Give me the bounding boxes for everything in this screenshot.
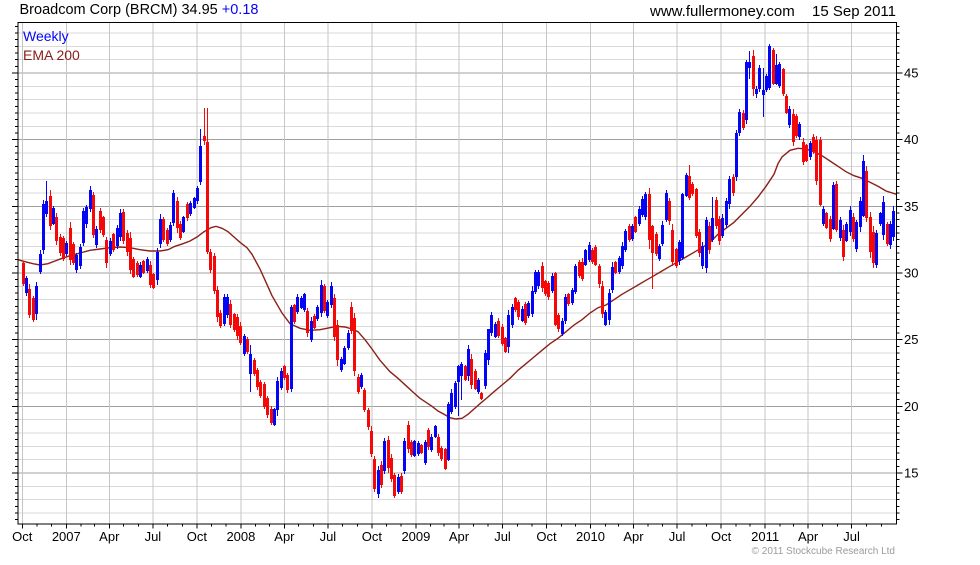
svg-text:25: 25	[904, 332, 918, 347]
svg-text:2010: 2010	[576, 529, 605, 544]
svg-text:Weekly: Weekly	[23, 28, 69, 44]
svg-text:Oct: Oct	[187, 529, 208, 544]
svg-text:2007: 2007	[52, 529, 81, 544]
svg-text:www.fullermoney.com: www.fullermoney.com	[649, 3, 795, 20]
svg-text:40: 40	[904, 132, 918, 147]
svg-text:Apr: Apr	[274, 529, 295, 544]
svg-text:15 Sep 2011: 15 Sep 2011	[812, 3, 896, 20]
svg-text:Jul: Jul	[494, 529, 511, 544]
svg-text:Apr: Apr	[623, 529, 644, 544]
svg-text:2009: 2009	[401, 529, 430, 544]
svg-text:Oct: Oct	[536, 529, 557, 544]
svg-text:35: 35	[904, 199, 918, 214]
svg-text:15: 15	[904, 466, 918, 481]
svg-text:Jul: Jul	[145, 529, 162, 544]
svg-text:Jul: Jul	[669, 529, 686, 544]
svg-text:Broadcom Corp (BRCM) 34.95 +0.: Broadcom Corp (BRCM) 34.95 +0.18	[20, 2, 259, 18]
svg-text:2008: 2008	[226, 529, 255, 544]
svg-text:Oct: Oct	[711, 529, 732, 544]
svg-text:30: 30	[904, 266, 918, 281]
svg-text:Oct: Oct	[362, 529, 383, 544]
svg-text:© 2011 Stockcube Research Ltd: © 2011 Stockcube Research Ltd	[752, 546, 895, 557]
svg-text:2011: 2011	[751, 529, 779, 544]
svg-text:Apr: Apr	[798, 529, 819, 544]
svg-text:Jul: Jul	[843, 529, 860, 544]
svg-text:Oct: Oct	[12, 529, 33, 544]
svg-text:Apr: Apr	[449, 529, 470, 544]
svg-text:EMA 200: EMA 200	[23, 47, 80, 63]
svg-text:Jul: Jul	[320, 529, 337, 544]
svg-text:Apr: Apr	[99, 529, 120, 544]
svg-text:20: 20	[904, 399, 918, 414]
svg-text:45: 45	[904, 66, 918, 81]
